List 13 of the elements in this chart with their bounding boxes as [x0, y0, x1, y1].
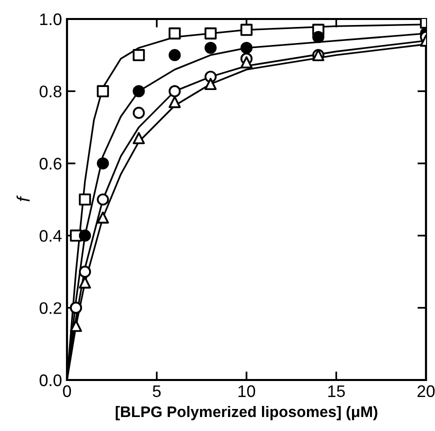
x-tick-label: 15	[328, 385, 345, 398]
x-tick-label: 10	[238, 385, 256, 398]
y-tick-label: 0.2	[40, 302, 62, 314]
x-axis-title: [BLPG Polymerized liposomes] (μM)	[116, 406, 378, 420]
y-tick-label: 0.6	[40, 158, 62, 170]
y-tick-label: 1.0	[40, 13, 62, 26]
x-tick-label: 0	[63, 385, 71, 398]
y-axis-title: f	[16, 195, 30, 202]
x-tick-label: 20	[418, 385, 435, 398]
y-tick-label: 0.8	[40, 86, 62, 98]
x-tick-label: 5	[152, 385, 161, 398]
y-tick-label: 0.0	[40, 374, 62, 386]
y-tick-label: 0.4	[40, 230, 62, 242]
